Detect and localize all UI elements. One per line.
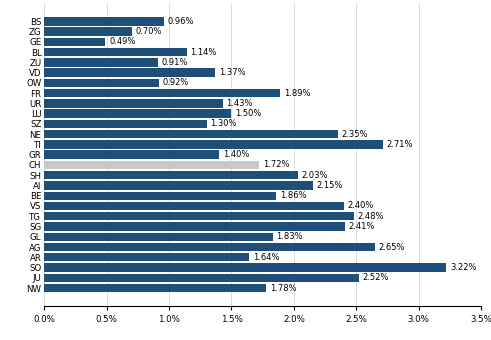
Text: 2.35%: 2.35% bbox=[341, 130, 368, 139]
Bar bbox=[44, 181, 313, 190]
Bar bbox=[44, 99, 223, 108]
Text: 1.30%: 1.30% bbox=[210, 119, 237, 129]
Bar bbox=[44, 274, 359, 282]
Bar bbox=[44, 151, 219, 159]
Bar bbox=[44, 68, 215, 77]
Bar bbox=[44, 120, 207, 128]
Bar bbox=[44, 48, 187, 56]
Bar bbox=[44, 284, 267, 292]
Text: 1.78%: 1.78% bbox=[270, 284, 297, 292]
Bar bbox=[44, 233, 273, 241]
Text: 1.43%: 1.43% bbox=[226, 99, 253, 108]
Bar bbox=[44, 79, 159, 87]
Text: 2.48%: 2.48% bbox=[357, 212, 384, 221]
Text: 3.22%: 3.22% bbox=[450, 263, 476, 272]
Bar bbox=[44, 58, 158, 67]
Text: 1.40%: 1.40% bbox=[223, 150, 249, 159]
Text: 1.37%: 1.37% bbox=[219, 68, 246, 77]
Bar bbox=[44, 89, 280, 97]
Bar bbox=[44, 202, 344, 210]
Text: 2.03%: 2.03% bbox=[301, 171, 328, 180]
Text: 2.52%: 2.52% bbox=[362, 273, 389, 282]
Text: 2.41%: 2.41% bbox=[349, 222, 375, 231]
Bar bbox=[44, 253, 249, 261]
Bar bbox=[44, 212, 354, 220]
Text: 1.72%: 1.72% bbox=[263, 160, 289, 169]
Text: 1.83%: 1.83% bbox=[276, 232, 303, 241]
Text: 0.92%: 0.92% bbox=[163, 79, 189, 87]
Bar bbox=[44, 140, 382, 149]
Text: 2.15%: 2.15% bbox=[316, 181, 343, 190]
Bar bbox=[44, 171, 298, 180]
Text: 0.96%: 0.96% bbox=[168, 17, 194, 26]
Bar bbox=[44, 263, 446, 272]
Bar bbox=[44, 130, 338, 138]
Text: 2.40%: 2.40% bbox=[348, 202, 374, 210]
Text: 2.65%: 2.65% bbox=[379, 242, 405, 252]
Bar bbox=[44, 109, 231, 118]
Text: 0.91%: 0.91% bbox=[162, 58, 188, 67]
Text: 1.89%: 1.89% bbox=[284, 89, 310, 98]
Bar bbox=[44, 17, 164, 26]
Bar bbox=[44, 161, 259, 169]
Text: 1.64%: 1.64% bbox=[253, 253, 279, 262]
Bar bbox=[44, 222, 345, 231]
Text: 1.14%: 1.14% bbox=[191, 48, 217, 57]
Bar bbox=[44, 38, 106, 46]
Text: 0.49%: 0.49% bbox=[109, 37, 136, 46]
Bar bbox=[44, 243, 375, 251]
Text: 0.70%: 0.70% bbox=[136, 27, 162, 36]
Text: 1.50%: 1.50% bbox=[235, 109, 262, 118]
Bar bbox=[44, 191, 276, 200]
Text: 2.71%: 2.71% bbox=[386, 140, 413, 149]
Text: 1.86%: 1.86% bbox=[280, 191, 307, 200]
Bar bbox=[44, 28, 132, 36]
